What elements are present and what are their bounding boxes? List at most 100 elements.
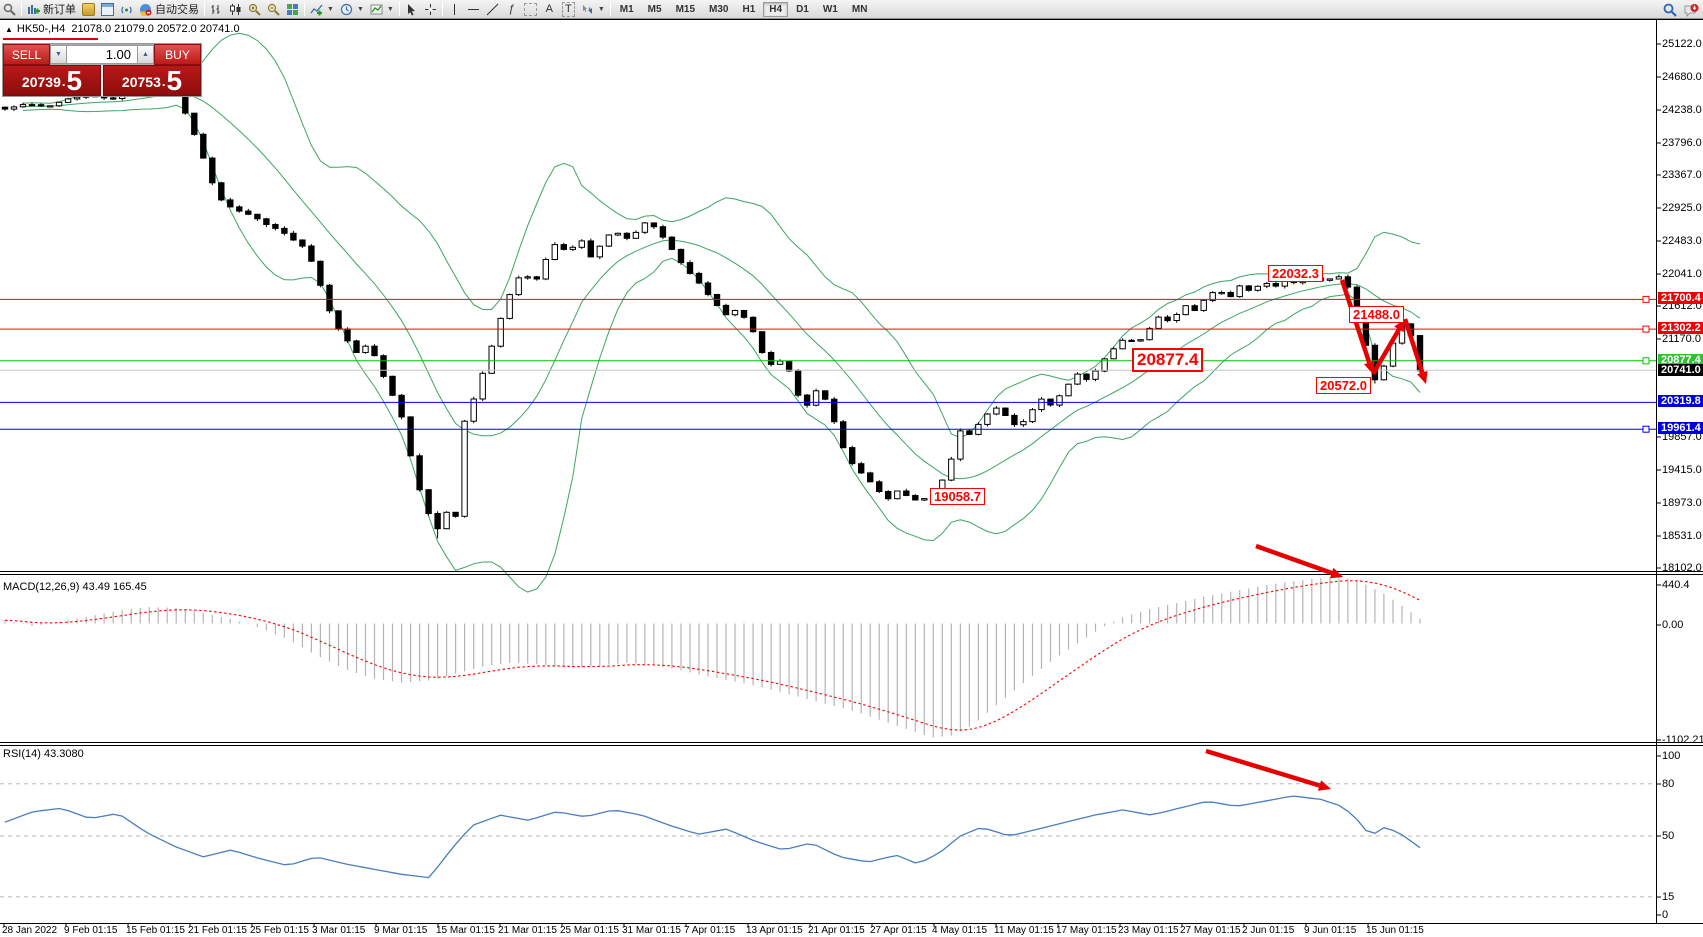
volume-increase-button[interactable]: ▲: [137, 45, 154, 64]
fibonacci-icon: ƒ: [508, 2, 515, 15]
buy-price-display[interactable]: 20753 . 5: [103, 65, 201, 96]
sell-price-display[interactable]: 20739 . 5: [3, 65, 101, 96]
indicators-icon: [310, 3, 323, 16]
fibonacci-tool[interactable]: ƒ: [502, 2, 521, 17]
timeframe-button-mn[interactable]: MN: [851, 4, 868, 15]
market-watch-button[interactable]: [98, 2, 117, 17]
main-toolbar: 新订单 自动交易: [0, 0, 1703, 19]
search-icon[interactable]: [1663, 3, 1677, 17]
volume-input[interactable]: 1.00: [67, 45, 137, 64]
axis-ticks: [3, 43, 1661, 927]
arrows-dropdown[interactable]: ▼: [578, 2, 608, 17]
toolbar-separator: [609, 2, 611, 16]
new-order-label: 新订单: [43, 4, 76, 16]
auto-trading-button[interactable]: 自动交易: [136, 0, 202, 18]
arrows-icon: [581, 3, 594, 16]
trend-arrows[interactable]: [1205, 279, 1428, 791]
market-watch-icon: [101, 2, 114, 16]
bollinger-bands: [22, 32, 1421, 593]
community-icon[interactable]: [1684, 3, 1699, 17]
package-button[interactable]: [79, 2, 98, 17]
sell-price-dot: .: [61, 74, 66, 89]
toolbar-separator: [398, 2, 400, 16]
crosshair-icon: [424, 3, 437, 16]
rsi-label: RSI(14) 43.3080: [3, 748, 84, 760]
frame-icon: [523, 2, 537, 16]
candlestick-chart-icon: [229, 3, 242, 16]
vertical-line-tool[interactable]: [445, 2, 464, 17]
timeframe-button-h1[interactable]: H1: [742, 4, 756, 15]
text-icon: A: [545, 2, 553, 15]
label-tool[interactable]: T: [559, 1, 578, 18]
sell-price-main: 20739: [21, 74, 61, 90]
buy-price-big-digit: 5: [166, 65, 183, 96]
sell-button[interactable]: SELL: [3, 44, 50, 65]
rsi-line: [4, 795, 1421, 879]
crosshair-tool-button[interactable]: [421, 2, 440, 17]
frame-tool[interactable]: [521, 2, 540, 17]
toolbar-separator: [441, 2, 443, 16]
new-order-icon: [27, 3, 40, 16]
toolbar-separator: [304, 2, 305, 16]
zoom-in-button[interactable]: [245, 2, 264, 17]
timeframe-button-w1[interactable]: W1: [822, 4, 838, 15]
sell-price-big-digit: 5: [66, 65, 83, 96]
indicators-dropdown[interactable]: ▼: [307, 2, 337, 17]
zoom-out-icon: [267, 3, 280, 16]
new-order-button[interactable]: 新订单: [24, 0, 79, 18]
collapse-arrow-icon[interactable]: ▲: [5, 25, 13, 34]
tile-windows-icon: [286, 3, 299, 16]
vertical-line-icon: [448, 3, 461, 16]
candlestick-series: [1, 79, 1424, 539]
macd-label: MACD(12,26,9) 43.49 165.45: [3, 581, 147, 593]
cursor-icon: [405, 3, 418, 16]
horizontal-line-icon: [467, 3, 480, 16]
tile-windows-button[interactable]: [283, 2, 302, 17]
macd-histogram: [4, 577, 1421, 738]
chevron-down-icon: ▼: [327, 5, 334, 13]
symbol-underline-annotation: [3, 38, 98, 40]
candle-chart-mode-button[interactable]: [226, 2, 245, 17]
buy-price-main: 20753: [121, 74, 161, 90]
timeframe-button-d1[interactable]: D1: [796, 4, 809, 15]
bar-chart-mode-button[interactable]: [207, 2, 226, 17]
volume-stepper: ▼ 1.00 ▲: [50, 44, 154, 65]
package-icon: [82, 2, 95, 16]
buy-button[interactable]: BUY: [154, 44, 201, 65]
timeframe-button-m1[interactable]: M1: [619, 4, 634, 15]
auto-trading-icon: [139, 3, 152, 17]
label-icon: T: [561, 1, 575, 17]
trendline-tool[interactable]: [483, 2, 502, 17]
rsi-level-lines: [0, 783, 1656, 898]
templates-dropdown[interactable]: ▼: [367, 2, 397, 17]
auto-trading-label: 自动交易: [155, 4, 199, 16]
macd-signal-line: [4, 580, 1421, 731]
signal-icon: [120, 3, 133, 16]
zoom-out-button[interactable]: [264, 2, 283, 17]
chevron-down-icon: ▼: [356, 5, 364, 13]
chevron-down-icon: ▼: [597, 5, 605, 13]
pane-borders: [0, 19, 1703, 924]
zoom-in-icon: [248, 3, 261, 16]
toolbar-separator: [21, 2, 22, 16]
text-tool[interactable]: A: [540, 2, 559, 17]
signal-button[interactable]: [117, 2, 136, 17]
volume-decrease-button[interactable]: ▼: [50, 45, 67, 64]
timeframe-button-h4[interactable]: H4: [763, 2, 789, 17]
template-chart-icon: [370, 3, 383, 16]
horizontal-level-lines[interactable]: [0, 295, 1656, 433]
search-icon[interactable]: [3, 3, 16, 16]
one-click-trading-panel: SELL ▼ 1.00 ▲ BUY 20739 . 5 20753 . 5: [2, 43, 202, 97]
cursor-tool-button[interactable]: [402, 2, 421, 17]
chevron-down-icon: ▼: [386, 5, 394, 13]
timeframe-button-m15[interactable]: M15: [675, 4, 696, 15]
toolbar-separator: [204, 2, 205, 16]
timeframe-button-m5[interactable]: M5: [647, 4, 662, 15]
clock-icon: [340, 3, 353, 16]
periods-dropdown[interactable]: ▼: [337, 2, 367, 17]
timeframe-button-m30[interactable]: M30: [709, 4, 729, 15]
bar-chart-icon: [210, 3, 223, 16]
horizontal-line-tool[interactable]: [464, 2, 483, 17]
